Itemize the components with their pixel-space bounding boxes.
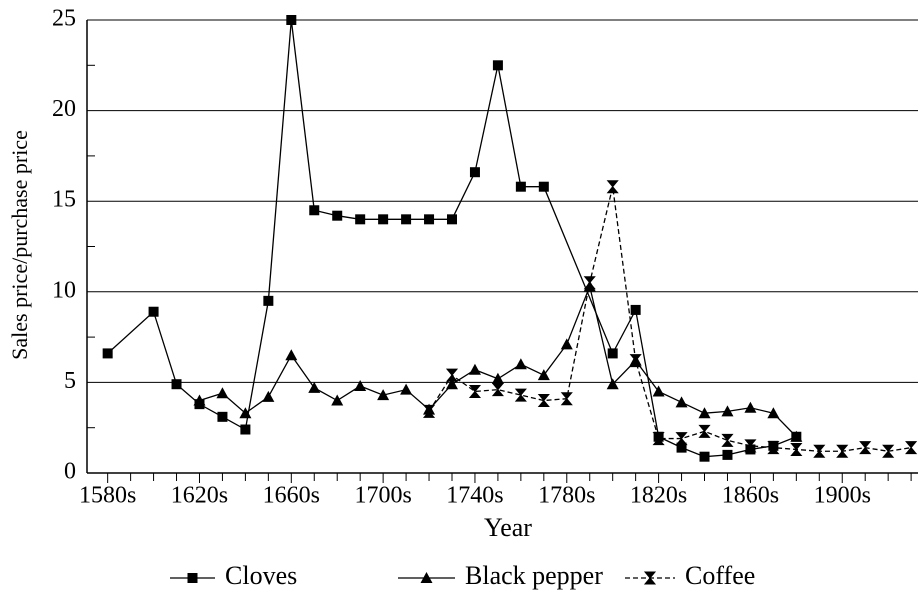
- data-point: [514, 388, 527, 402]
- y-tick-label: 5: [64, 368, 76, 394]
- data-point: [285, 349, 298, 361]
- data-point: [698, 424, 711, 438]
- data-point: [905, 441, 918, 455]
- data-point: [445, 378, 458, 390]
- data-point: [606, 180, 619, 194]
- data-point: [790, 442, 803, 456]
- x-tick-label: 1700s: [354, 483, 411, 509]
- x-tick-label: 1900s: [814, 483, 871, 509]
- data-point: [699, 451, 710, 462]
- data-point: [148, 306, 159, 317]
- legend-label: Cloves: [225, 561, 297, 590]
- y-tick-label: 20: [52, 96, 76, 122]
- x-tick-label: 1740s: [446, 483, 503, 509]
- y-tick-label: 10: [52, 277, 76, 303]
- x-tick-label: 1860s: [722, 483, 779, 509]
- data-point: [378, 214, 389, 225]
- data-point: [767, 441, 780, 455]
- data-point: [676, 442, 687, 453]
- data-point: [491, 372, 504, 384]
- y-tick-label: 25: [52, 6, 76, 32]
- data-point: [468, 384, 482, 398]
- data-point: [813, 444, 826, 458]
- data-point: [445, 368, 459, 382]
- data-point: [102, 348, 113, 359]
- x-tick-label: 1620s: [171, 483, 228, 509]
- data-point: [722, 449, 733, 460]
- data-point: [468, 363, 481, 375]
- data-point: [354, 380, 367, 392]
- data-point: [790, 430, 803, 442]
- data-point: [309, 205, 320, 216]
- data-point: [607, 348, 618, 359]
- data-point: [332, 210, 343, 221]
- data-point: [537, 369, 550, 381]
- data-point: [263, 295, 274, 306]
- data-point: [286, 15, 297, 25]
- data-point: [652, 432, 665, 446]
- data-point: [744, 401, 757, 413]
- data-point: [744, 439, 757, 453]
- data-point: [377, 389, 390, 401]
- series-line: [428, 186, 912, 452]
- data-point: [514, 358, 527, 370]
- data-point: [239, 407, 252, 419]
- data-point: [652, 385, 665, 397]
- data-point: [331, 394, 344, 406]
- data-point: [721, 405, 734, 417]
- data-point: [836, 444, 849, 458]
- data-point: [560, 338, 573, 350]
- data-point: [171, 379, 182, 390]
- data-point: [721, 433, 734, 447]
- data-point: [859, 441, 872, 455]
- legend-marker: [187, 573, 198, 583]
- legend-marker: [643, 571, 657, 585]
- x-axis-label: Year: [484, 513, 532, 542]
- legend-marker: [420, 572, 433, 583]
- data-point: [262, 390, 275, 402]
- data-point: [583, 276, 596, 290]
- data-point: [355, 214, 366, 225]
- data-point: [491, 383, 504, 397]
- data-point: [606, 378, 619, 390]
- data-point: [515, 181, 526, 192]
- data-point: [698, 407, 711, 419]
- y-tick-label: 15: [52, 187, 76, 213]
- data-point: [882, 444, 895, 458]
- data-point: [675, 432, 688, 446]
- y-axis-label: Sales price/purchase price: [7, 130, 32, 360]
- data-point: [193, 394, 206, 406]
- data-point: [630, 304, 641, 315]
- data-point: [446, 214, 457, 225]
- data-point: [308, 381, 321, 393]
- data-point: [400, 383, 413, 395]
- y-tick-label: 0: [64, 459, 76, 485]
- data-point: [767, 407, 780, 419]
- data-point: [675, 396, 688, 408]
- data-point: [401, 214, 412, 225]
- data-point: [560, 392, 573, 406]
- legend-label: Black pepper: [465, 561, 603, 590]
- data-point: [629, 354, 642, 368]
- x-tick-label: 1580s: [79, 483, 136, 509]
- series-line: [107, 19, 797, 458]
- data-point: [422, 404, 436, 418]
- data-point: [216, 387, 229, 399]
- data-point: [538, 181, 549, 192]
- data-point: [424, 214, 435, 225]
- legend-label: Coffee: [685, 561, 755, 590]
- data-point: [240, 424, 251, 435]
- x-tick-label: 1820s: [630, 483, 687, 509]
- data-point: [469, 167, 480, 178]
- data-point: [492, 60, 503, 71]
- data-point: [217, 411, 228, 422]
- x-tick-label: 1780s: [538, 483, 595, 509]
- data-point: [537, 394, 550, 408]
- x-tick-label: 1660s: [263, 483, 320, 509]
